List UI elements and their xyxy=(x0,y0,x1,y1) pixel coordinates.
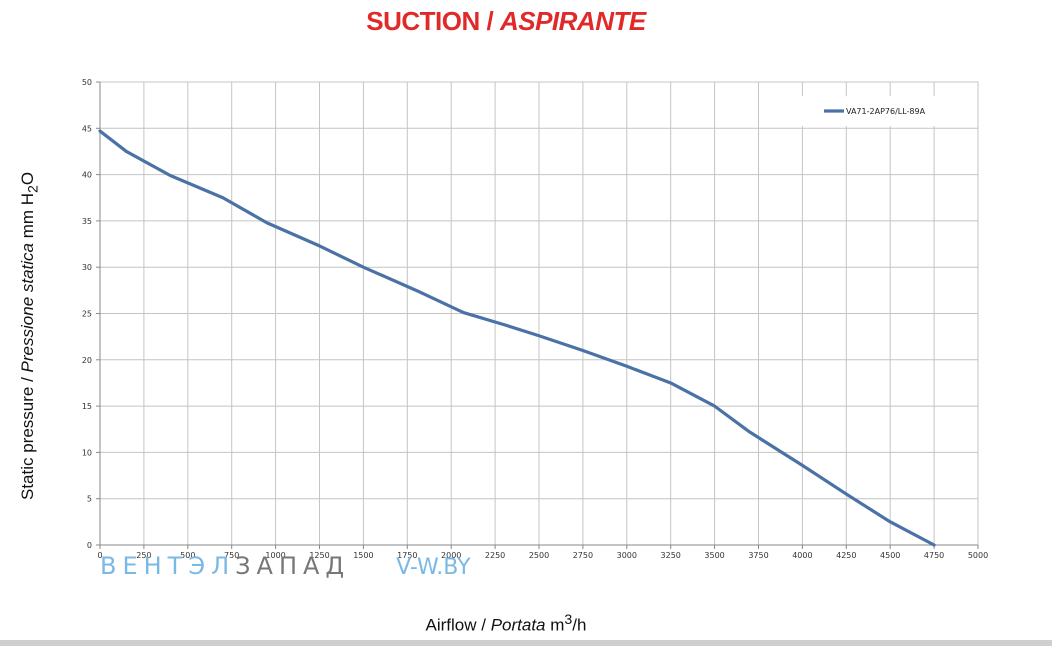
y-tick-label: 35 xyxy=(82,217,92,226)
x-tick-label: 3750 xyxy=(748,551,768,560)
xlabel-part3: m xyxy=(545,615,565,635)
x-tick-label: 0 xyxy=(97,551,102,560)
y-tick-label: 5 xyxy=(87,495,92,504)
y-tick-label: 25 xyxy=(82,310,92,319)
title-italic: ASPIRANTE xyxy=(499,6,646,36)
y-tick-label: 50 xyxy=(82,78,92,87)
x-tick-label: 2750 xyxy=(573,551,593,560)
x-tick-label: 4500 xyxy=(880,551,900,560)
x-tick-label: 1500 xyxy=(353,551,373,560)
title-separator: / xyxy=(479,6,500,36)
x-tick-label: 5000 xyxy=(968,551,988,560)
watermark-part2: ЗАПАД xyxy=(235,552,351,580)
x-tick-label: 1750 xyxy=(397,551,417,560)
y-tick-label: 30 xyxy=(82,263,92,272)
x-tick-label: 4250 xyxy=(836,551,856,560)
xlabel-part4: /h xyxy=(572,615,587,635)
x-tick-label: 3000 xyxy=(617,551,637,560)
watermark-part1: ВЕНТЭЛ xyxy=(100,552,236,580)
x-tick-label: 2000 xyxy=(441,551,461,560)
x-tick-label: 4750 xyxy=(924,551,944,560)
x-axis-label: Airflow / Portata m3/h xyxy=(0,612,1012,636)
y-tick-label: 15 xyxy=(82,402,92,411)
x-tick-label: 500 xyxy=(180,551,195,560)
y-tick-label: 45 xyxy=(82,124,92,133)
bottom-divider xyxy=(0,640,1052,646)
y-tick-label: 20 xyxy=(82,356,92,365)
legend-label: VA71-2AP76/LL-89A xyxy=(846,107,926,116)
y-tick-label: 0 xyxy=(87,541,92,550)
y-tick-label: 10 xyxy=(82,448,92,457)
y-tick-label: 40 xyxy=(82,171,92,180)
xlabel-sup: 3 xyxy=(564,612,573,628)
series-line xyxy=(98,129,936,547)
legend-box xyxy=(776,96,976,126)
x-tick-label: 1000 xyxy=(265,551,285,560)
x-tick-label: 3500 xyxy=(704,551,724,560)
x-tick-label: 750 xyxy=(224,551,239,560)
watermark: ВЕНТЭЛЗАПАД V-W.BY xyxy=(100,552,471,580)
x-tick-label: 4000 xyxy=(792,551,812,560)
x-tick-label: 2500 xyxy=(529,551,549,560)
chart-title: SUCTION / ASPIRANTE xyxy=(0,6,1012,37)
xlabel-part1: Airflow / xyxy=(425,615,491,635)
x-tick-label: 250 xyxy=(136,551,151,560)
x-tick-label: 3250 xyxy=(661,551,681,560)
watermark-part3: V-W.BY xyxy=(396,555,471,580)
x-tick-label: 2250 xyxy=(485,551,505,560)
xlabel-part2: Portata xyxy=(490,615,546,635)
x-tick-label: 1250 xyxy=(309,551,329,560)
title-main: SUCTION xyxy=(366,6,480,36)
